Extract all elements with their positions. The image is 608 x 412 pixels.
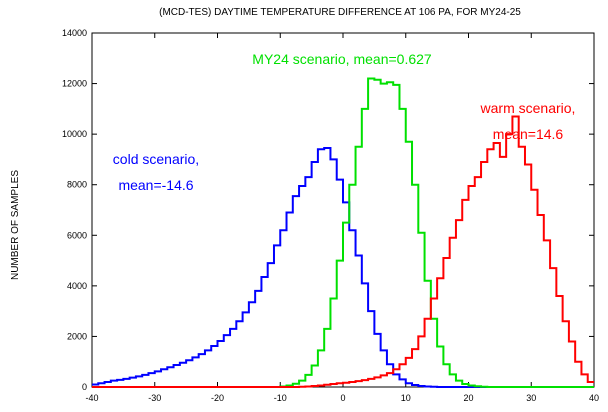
series-group [92,77,594,388]
y-tick-label: 12000 [62,79,87,89]
annotation-my24: MY24 scenario, mean=0.627 [252,51,432,67]
x-tick-label: -40 [85,393,98,403]
y-tick-label: 6000 [67,230,87,240]
annotation-warm-line1: warm scenario, [480,100,576,116]
series-line-2 [92,115,594,388]
y-tick-label: 14000 [62,28,87,38]
x-tick-label: 0 [340,393,345,403]
annotation-cold-line1: cold scenario, [113,151,199,167]
annotation-cold-line2: mean=-14.6 [118,177,193,193]
y-tick-label: 8000 [67,180,87,190]
y-axis-label: NUMBER OF SAMPLES [10,170,21,280]
x-tick-label: 40 [589,393,599,403]
y-tick-label: 4000 [67,281,87,291]
x-tick-label: 20 [463,393,473,403]
annotation-warm-line2: mean=14.6 [493,126,564,142]
x-tick-label: -20 [211,393,224,403]
x-tick-label: 10 [401,393,411,403]
series-line-0 [92,147,594,388]
x-axis: -40 -30 -20 -10 0 10 20 30 40 [85,33,599,403]
y-tick-label: 2000 [67,331,87,341]
y-axis: 0 2000 4000 6000 8000 10000 12000 14000 [62,28,594,392]
y-tick-label: 0 [82,382,87,392]
chart-title: (MCD-TES) DAYTIME TEMPERATURE DIFFERENCE… [159,7,521,18]
plot-frame [91,32,595,388]
x-tick-label: 30 [526,393,536,403]
x-tick-label: -30 [148,393,161,403]
y-tick-label: 10000 [62,129,87,139]
x-tick-label: -10 [274,393,287,403]
